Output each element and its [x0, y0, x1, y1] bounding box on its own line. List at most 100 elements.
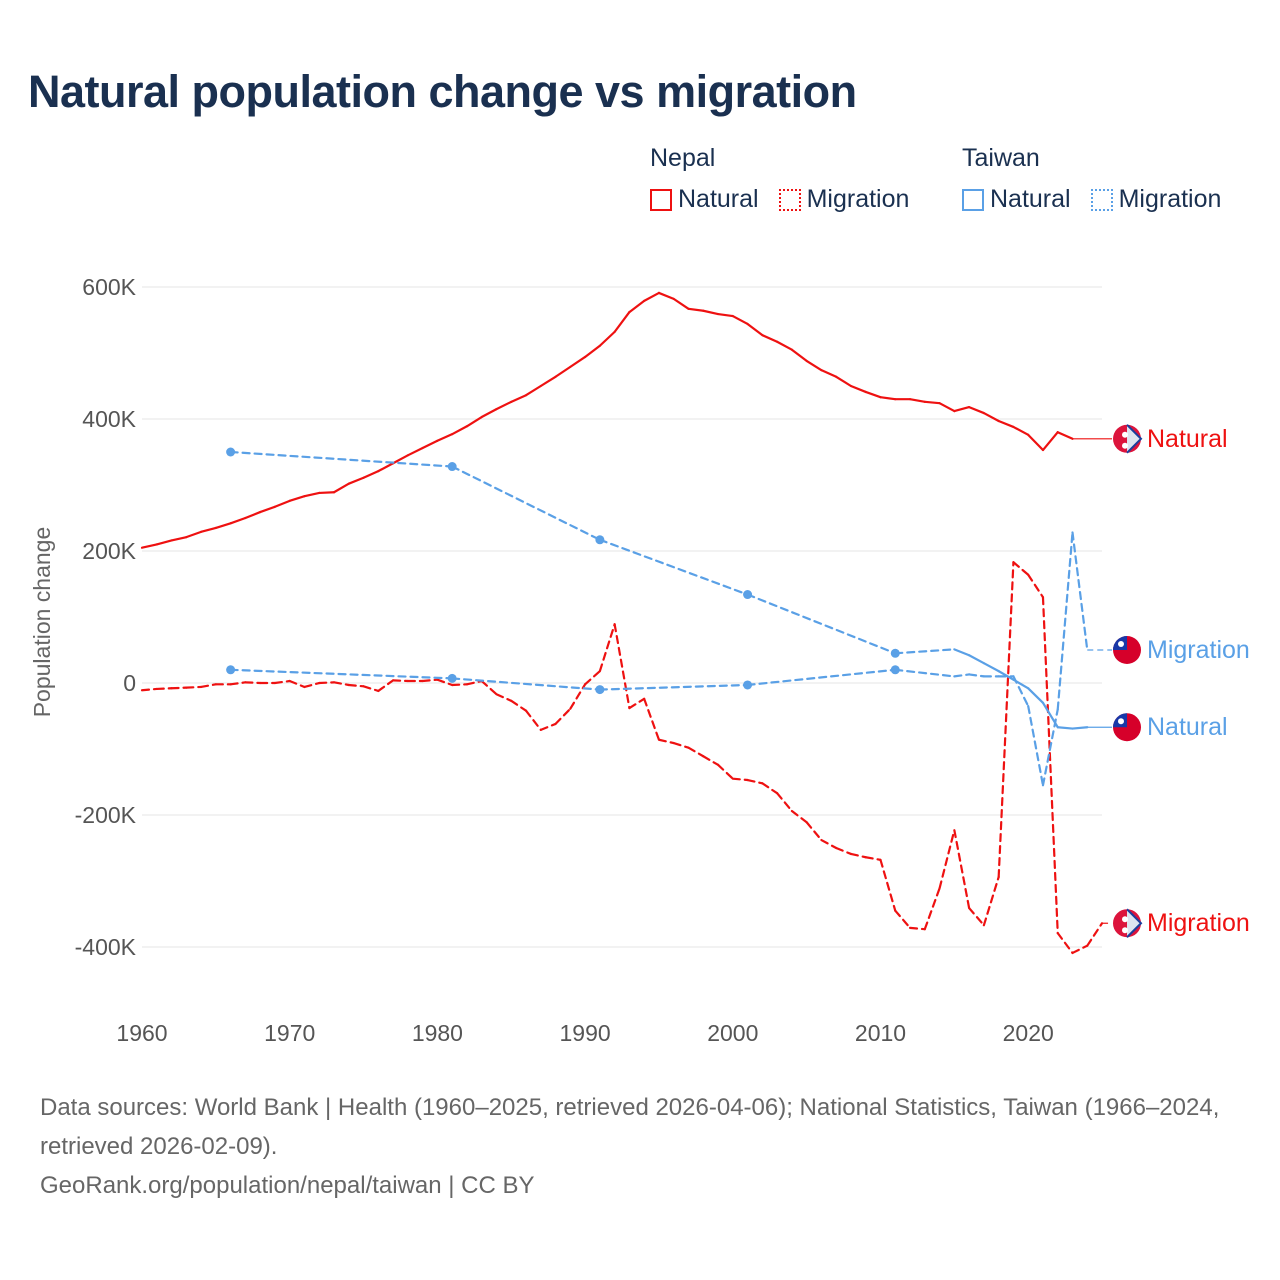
series-segment: [923, 887, 941, 931]
series-segment: [362, 685, 380, 693]
series-segment: [702, 755, 720, 766]
y-tick-label: -400K: [75, 934, 137, 960]
series-segment: [805, 359, 823, 372]
series-segment: [776, 792, 793, 813]
series-segment: [480, 408, 498, 419]
series-segment: [362, 470, 380, 479]
series-segment: [1071, 531, 1089, 652]
sun-icon: [1118, 641, 1124, 647]
series-segment: [583, 344, 601, 359]
legend-swatch-solid: [650, 188, 672, 211]
series-segment: [968, 673, 985, 678]
legend-item-nepal-migration[interactable]: Migration: [778, 185, 909, 214]
series-segment: [199, 683, 217, 689]
y-axis-label: Population change: [29, 527, 55, 718]
series-segment: [628, 299, 646, 314]
series-segment: [820, 369, 838, 378]
series-segment: [170, 686, 188, 690]
series-segment: [554, 365, 572, 378]
series-segment: [835, 375, 853, 388]
series-segment: [968, 654, 985, 665]
y-tick-label: 0: [123, 670, 136, 696]
series-segment: [938, 402, 956, 413]
series-segment: [1041, 596, 1059, 935]
series-end-label: Migration: [1147, 909, 1250, 937]
series-segment: [303, 491, 321, 498]
series-segment: [347, 683, 365, 688]
series-segment: [864, 390, 882, 399]
credit-link[interactable]: GeoRank.org/population/nepal/taiwan | CC…: [40, 1172, 535, 1199]
legend-item-taiwan-migration[interactable]: Migration: [1090, 185, 1222, 214]
series-segment: [214, 522, 232, 530]
series-segment: [273, 679, 291, 685]
x-tick-label: 1960: [116, 1020, 167, 1046]
moon-icon: [1122, 916, 1128, 923]
legend-label: Natural: [990, 185, 1071, 213]
y-tick-label: -200K: [75, 802, 137, 828]
data-point: [890, 665, 900, 675]
series-segment: [332, 681, 350, 687]
series-segment: [155, 539, 173, 546]
series-segment: [879, 396, 897, 401]
series-segment: [968, 406, 985, 415]
series-segment: [229, 450, 454, 468]
series-segment: [569, 355, 587, 368]
x-tick-label: 2010: [855, 1020, 906, 1046]
series-segment: [716, 312, 734, 318]
series-segment: [1027, 704, 1045, 787]
series-segment: [524, 384, 542, 397]
chart-title: Natural population change vs migration: [28, 66, 857, 117]
series-segment: [332, 482, 350, 494]
legend-item-taiwan-natural[interactable]: Natural: [962, 185, 1071, 214]
legend-swatch-dotted: [1090, 188, 1113, 211]
series-segment: [465, 679, 483, 686]
series-segment: [1071, 944, 1089, 955]
series-segment: [1056, 726, 1074, 730]
sun-icon: [1122, 927, 1128, 934]
series-segment: [894, 648, 956, 655]
legend-country: Taiwan: [962, 144, 1040, 172]
series-segment: [569, 683, 587, 710]
series-segment: [997, 561, 1015, 879]
legend-label: Natural: [678, 185, 759, 213]
series-segment: [185, 685, 203, 689]
legend-swatch-dotted: [778, 188, 801, 211]
y-tick-label: 400K: [82, 406, 136, 432]
x-tick-label: 2000: [707, 1020, 758, 1046]
series-segment: [229, 516, 247, 525]
data-point: [595, 535, 605, 545]
data-point: [743, 590, 753, 600]
x-tick-label: 2020: [1003, 1020, 1054, 1046]
series-end-label: Natural: [1147, 425, 1228, 453]
series-segment: [820, 838, 838, 850]
series-segment: [953, 829, 971, 910]
series-segment: [495, 400, 513, 411]
data-point: [743, 680, 753, 690]
series-segment: [879, 858, 897, 912]
series-segment: [731, 777, 749, 782]
nepal-flag-icon: [1126, 908, 1143, 938]
series-segment: [1086, 922, 1104, 947]
legend-label: Migration: [1118, 185, 1222, 213]
series-segment: [391, 679, 409, 683]
series-segment: [199, 526, 217, 533]
series-segment: [1056, 932, 1074, 955]
series-segment: [377, 462, 395, 473]
series-segment: [598, 683, 749, 691]
series-segment: [1071, 726, 1089, 730]
series-segment: [524, 709, 542, 731]
legend-item-nepal-natural[interactable]: Natural: [650, 185, 759, 214]
series-segment: [908, 926, 926, 931]
moon-icon: [1122, 431, 1128, 438]
series-segment: [583, 670, 601, 686]
data-point: [890, 648, 900, 658]
series-segment: [155, 687, 173, 691]
series-segment: [288, 495, 306, 502]
series-segment: [643, 291, 661, 302]
series-segment: [864, 856, 882, 861]
series-segment: [244, 681, 262, 685]
series-segment: [746, 778, 764, 785]
series-segment: [598, 538, 749, 596]
series-segment: [259, 505, 277, 514]
data-point: [447, 462, 457, 472]
